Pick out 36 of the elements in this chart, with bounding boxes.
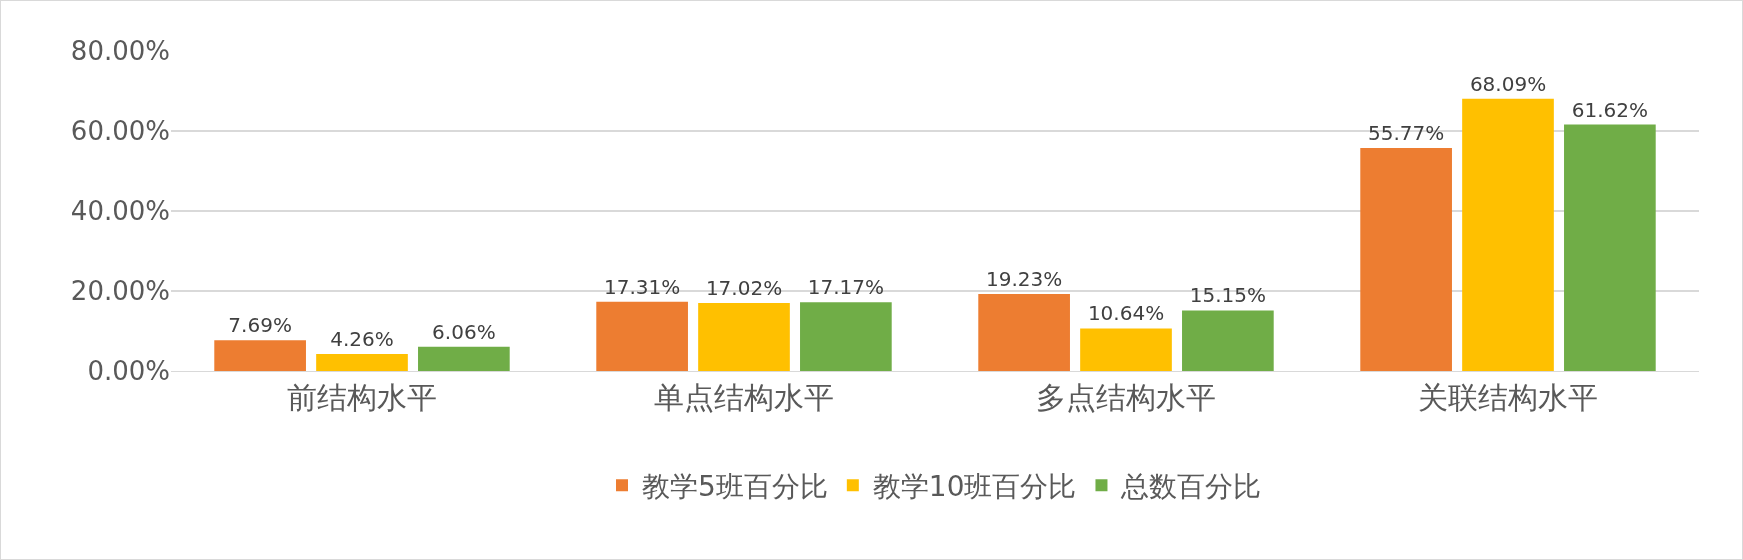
bar [1564,124,1656,371]
data-label: 7.69% [228,313,292,338]
data-label: 15.15% [1189,283,1266,308]
x-tick-label: 前结构水平 [287,380,437,415]
data-label: 17.31% [604,274,681,299]
bar [214,340,306,371]
data-label: 68.09% [1469,71,1547,96]
bar [418,346,510,371]
data-label: 19.23% [986,267,1063,292]
bar [800,302,892,371]
data-label: 4.26% [330,326,394,351]
bar [596,301,688,371]
data-label: 55.77% [1368,120,1445,145]
data-label: 6.06% [432,319,496,344]
data-label: 10.64% [1087,301,1165,326]
bar [978,294,1070,371]
y-tick-label: 60.00% [70,116,170,147]
legend-label: 教学5班百分比 [642,470,828,504]
x-tick-label: 关联结构水平 [1418,380,1598,415]
data-label: 61.62% [1571,97,1648,122]
y-tick-label: 0.00% [87,356,170,387]
data-label: 17.02% [705,275,783,300]
bar [1462,98,1554,371]
bar [1182,310,1274,371]
legend-label: 教学10班百分比 [872,470,1077,504]
y-tick-label: 80.00% [70,36,170,67]
bar [1360,147,1452,371]
bar [1080,328,1172,371]
y-tick-label: 40.00% [70,196,170,227]
data-label: 17.17% [807,275,884,300]
bar [698,302,790,371]
bar [316,353,408,371]
x-tick-label: 单点结构水平 [654,380,834,415]
x-tick-label: 多点结构水平 [1036,380,1216,415]
y-tick-label: 20.00% [70,276,170,307]
legend-label: 总数百分比 [1120,470,1262,504]
